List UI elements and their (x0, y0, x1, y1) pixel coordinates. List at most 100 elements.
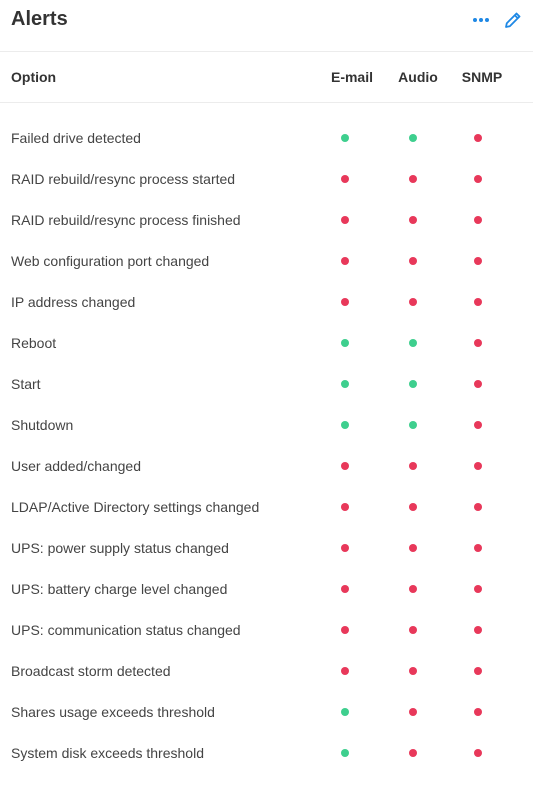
email-status-dot (341, 338, 349, 347)
audio-status-dot (409, 256, 417, 265)
snmp-status-dot (474, 666, 482, 675)
email-status-cell (318, 379, 372, 388)
audio-status-cell (372, 666, 454, 675)
snmp-status-dot (474, 338, 482, 347)
card-header: Alerts (0, 0, 533, 52)
table-row: UPS: power supply status changed (0, 527, 533, 568)
table-header: Option E-mail Audio SNMP (0, 52, 533, 103)
audio-status-cell (372, 338, 454, 347)
table-row: RAID rebuild/resync process started (0, 158, 533, 199)
audio-status-cell (372, 625, 454, 634)
snmp-status-dot (474, 707, 482, 716)
email-status-dot (341, 666, 349, 675)
snmp-status-cell (454, 543, 502, 552)
alert-option-label: Broadcast storm detected (11, 662, 171, 679)
audio-status-dot (409, 625, 417, 634)
header-actions (472, 11, 522, 29)
email-status-cell (318, 461, 372, 470)
snmp-status-cell (454, 625, 502, 634)
audio-status-dot (409, 174, 417, 183)
snmp-status-cell (454, 420, 502, 429)
email-status-dot (341, 256, 349, 265)
snmp-status-dot (474, 215, 482, 224)
snmp-status-dot (474, 584, 482, 593)
table-row: IP address changed (0, 281, 533, 322)
table-row: Shares usage exceeds threshold (0, 691, 533, 732)
table-row: UPS: battery charge level changed (0, 568, 533, 609)
alert-option-label: UPS: communication status changed (11, 621, 241, 638)
email-status-dot (341, 297, 349, 306)
email-status-dot (341, 584, 349, 593)
email-status-dot (341, 174, 349, 183)
table-row: UPS: communication status changed (0, 609, 533, 650)
alert-option-label: Failed drive detected (11, 129, 141, 146)
alert-option-label: Start (11, 375, 41, 392)
alert-option-label: Reboot (11, 334, 57, 351)
column-audio: Audio (398, 69, 438, 85)
alert-option-label: User added/changed (11, 457, 141, 474)
snmp-status-dot (474, 543, 482, 552)
email-status-cell (318, 502, 372, 511)
audio-status-cell (372, 543, 454, 552)
audio-status-cell (372, 133, 454, 142)
email-status-dot (341, 133, 349, 142)
alert-option-label: UPS: power supply status changed (11, 539, 229, 556)
snmp-status-dot (474, 461, 482, 470)
alert-option-label: RAID rebuild/resync process finished (11, 211, 241, 228)
email-status-cell (318, 707, 372, 716)
page-title: Alerts (11, 8, 68, 30)
table-row: Shutdown (0, 404, 533, 445)
snmp-status-cell (454, 666, 502, 675)
audio-status-cell (372, 297, 454, 306)
audio-status-dot (409, 461, 417, 470)
email-status-cell (318, 625, 372, 634)
audio-status-dot (409, 502, 417, 511)
snmp-status-dot (474, 297, 482, 306)
snmp-status-cell (454, 338, 502, 347)
table-row: Failed drive detected (0, 117, 533, 158)
email-status-cell (318, 133, 372, 142)
snmp-status-cell (454, 297, 502, 306)
alert-option-label: UPS: battery charge level changed (11, 580, 228, 597)
table-row: System disk exceeds threshold (0, 732, 533, 773)
snmp-status-dot (474, 174, 482, 183)
audio-status-dot (409, 338, 417, 347)
more-horizontal-icon[interactable] (472, 17, 490, 23)
alert-option-label: RAID rebuild/resync process started (11, 170, 236, 187)
alert-list: Failed drive detected RAID rebuild/resync… (0, 103, 533, 773)
audio-status-dot (409, 420, 417, 429)
audio-status-dot (409, 543, 417, 552)
email-status-cell (318, 256, 372, 265)
audio-status-dot (409, 748, 417, 757)
snmp-status-dot (474, 379, 482, 388)
pencil-icon[interactable] (504, 11, 522, 29)
email-status-cell (318, 338, 372, 347)
email-status-cell (318, 748, 372, 757)
column-option: Option (11, 69, 57, 85)
audio-status-dot (409, 133, 417, 142)
table-row: Start (0, 363, 533, 404)
email-status-dot (341, 502, 349, 511)
audio-status-cell (372, 461, 454, 470)
audio-status-cell (372, 707, 454, 716)
email-status-dot (341, 461, 349, 470)
audio-status-dot (409, 707, 417, 716)
email-status-cell (318, 543, 372, 552)
alert-option-label: Shutdown (11, 416, 74, 433)
snmp-status-dot (474, 133, 482, 142)
snmp-status-cell (454, 379, 502, 388)
column-email: E-mail (330, 69, 373, 85)
alert-option-label: Web configuration port changed (11, 252, 210, 269)
alert-option-label: System disk exceeds threshold (11, 744, 204, 761)
audio-status-dot (409, 297, 417, 306)
alert-option-label: Shares usage exceeds threshold (11, 703, 215, 720)
email-status-cell (318, 215, 372, 224)
snmp-status-cell (454, 215, 502, 224)
email-status-cell (318, 174, 372, 183)
snmp-status-cell (454, 256, 502, 265)
email-status-dot (341, 707, 349, 716)
audio-status-cell (372, 420, 454, 429)
email-status-dot (341, 215, 349, 224)
alert-option-label: LDAP/Active Directory settings changed (11, 498, 260, 515)
table-row: Broadcast storm detected (0, 650, 533, 691)
